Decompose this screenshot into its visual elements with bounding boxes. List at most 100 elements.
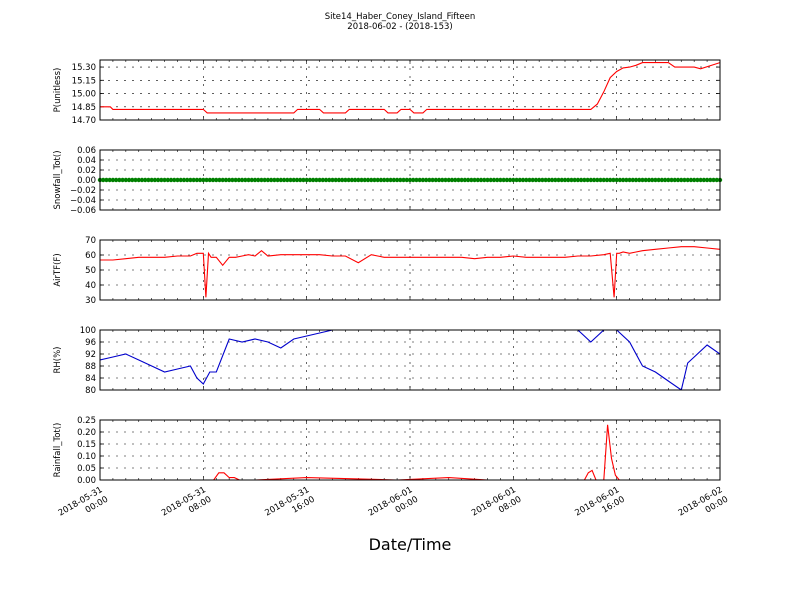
- series-point: [591, 177, 597, 183]
- series-point: [152, 177, 158, 183]
- series-point: [430, 177, 435, 183]
- chart-panels: 14.70 14.85 15.00 15.15 15.30 P(unitless) −0.0…: [53, 59, 723, 486]
- y-axis-label: RH(%): [53, 346, 63, 373]
- series-point: [656, 177, 661, 183]
- series-point: [320, 177, 326, 183]
- series-point: [294, 177, 300, 183]
- series-point: [168, 177, 174, 183]
- series-point: [459, 177, 464, 183]
- series-point: [514, 177, 519, 183]
- series-point: [575, 177, 581, 183]
- series-point: [285, 177, 290, 183]
- series-point: [230, 177, 235, 183]
- y-tick-label: 0.06: [77, 146, 96, 156]
- series-point: [666, 177, 671, 183]
- series-point: [404, 177, 409, 183]
- series-point: [372, 177, 377, 183]
- series-point: [339, 177, 345, 183]
- series-point: [123, 177, 129, 183]
- series-point: [336, 177, 342, 183]
- series-point: [381, 177, 387, 183]
- y-tick-label: 0.05: [77, 464, 96, 474]
- series-point: [365, 177, 371, 183]
- series-point: [323, 177, 329, 183]
- series-point: [301, 177, 306, 183]
- series-point: [669, 177, 674, 183]
- series-point: [598, 177, 603, 183]
- series-point: [256, 177, 261, 183]
- series-point: [682, 177, 687, 183]
- series-point: [217, 177, 222, 183]
- series-point: [101, 177, 106, 183]
- series-point: [388, 177, 393, 183]
- series-point: [172, 177, 177, 183]
- series-point: [298, 177, 303, 183]
- series-point: [443, 177, 448, 183]
- series-point: [633, 177, 639, 183]
- series-point: [582, 177, 587, 183]
- panel-1: 14.70 14.85 15.00 15.15 15.30 P(unitless): [53, 59, 721, 126]
- series-point: [181, 177, 187, 183]
- series-point: [236, 177, 242, 183]
- series-point: [572, 177, 577, 183]
- series-point: [136, 177, 141, 183]
- series-point: [243, 177, 248, 183]
- series-point: [465, 177, 471, 183]
- panel-frame: [99, 149, 721, 211]
- series-point: [553, 177, 558, 183]
- series-point: [624, 177, 629, 183]
- series-point: [246, 177, 251, 183]
- series-point: [556, 177, 561, 183]
- series-point: [249, 177, 254, 183]
- series-point: [159, 177, 164, 183]
- series-point: [569, 177, 574, 183]
- series-point: [391, 177, 397, 183]
- series-point: [517, 177, 522, 183]
- series-point: [595, 177, 600, 183]
- y-tick-label: 15.30: [72, 63, 96, 73]
- panel-frame: [99, 419, 721, 481]
- series-point: [478, 177, 484, 183]
- series-point: [394, 177, 400, 183]
- series-point: [275, 177, 280, 183]
- series-point: [475, 177, 481, 183]
- series-line: [100, 246, 720, 298]
- series-point: [291, 177, 296, 183]
- series-point: [688, 177, 694, 183]
- figure-title-line1: Site14_Haber_Coney_Island_Fifteen: [325, 12, 476, 22]
- series-point: [446, 177, 451, 183]
- series-point: [611, 177, 616, 183]
- series-point: [608, 177, 613, 183]
- series-point: [469, 177, 474, 183]
- series-point: [643, 177, 648, 183]
- series-point: [511, 177, 516, 183]
- y-tick-label: 15.00: [72, 90, 96, 100]
- series-point: [675, 177, 681, 183]
- series-point: [375, 177, 380, 183]
- series-point: [220, 177, 225, 183]
- y-tick-label: 0.25: [77, 416, 96, 426]
- series-point: [120, 177, 125, 183]
- series-point: [456, 177, 461, 183]
- y-tick-label: 14.70: [72, 116, 96, 126]
- series-point: [659, 177, 665, 183]
- series-point: [104, 177, 109, 183]
- series-point: [614, 177, 619, 183]
- series-point: [494, 177, 500, 183]
- series-point: [352, 177, 358, 183]
- y-tick-label: 0.00: [77, 476, 96, 486]
- series-point: [714, 177, 719, 183]
- series-point: [646, 177, 652, 183]
- series-point: [708, 177, 713, 183]
- y-tick-label: 0.10: [77, 452, 96, 462]
- series-point: [507, 177, 513, 183]
- series-point: [288, 177, 293, 183]
- series-point: [178, 177, 183, 183]
- series-point: [711, 177, 716, 183]
- series-point: [546, 177, 552, 183]
- y-axis-label: AirTF(F): [53, 253, 63, 286]
- series-point: [498, 177, 503, 183]
